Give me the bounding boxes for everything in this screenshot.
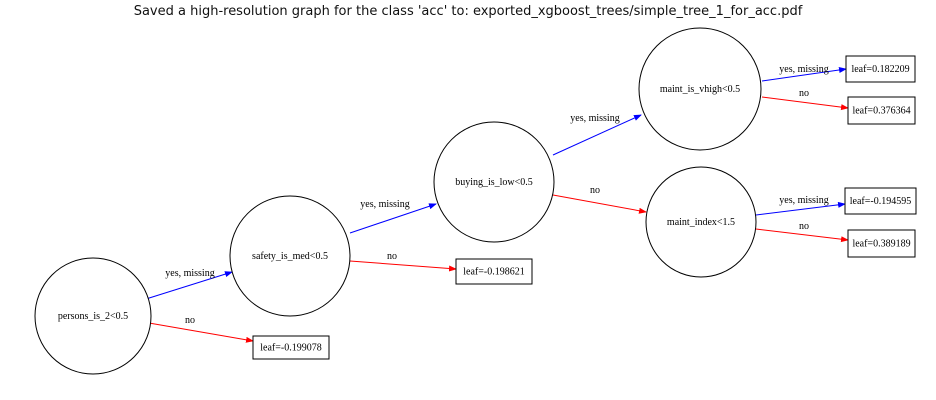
leaf-label: leaf=-0.198621 <box>463 267 524 278</box>
split-node-persons <box>34 257 152 375</box>
leaf-label: leaf=0.389189 <box>852 239 910 250</box>
split-node-safety <box>229 195 351 317</box>
figure-title: Saved a high-resolution graph for the cl… <box>133 4 803 19</box>
split-node-label: persons_is_2<0.5 <box>58 311 128 322</box>
leaf-box-leaf2 <box>455 258 533 285</box>
split-node-label: safety_is_med<0.5 <box>252 251 328 262</box>
edge-label-yes: yes, missing <box>779 64 828 75</box>
edge-yes-safety-to-buying <box>349 203 437 234</box>
edge-yes-maint_index-to-leaf5 <box>755 201 846 216</box>
edge-label-yes: yes, missing <box>165 268 214 279</box>
edge-label-yes: yes, missing <box>779 195 828 206</box>
split-node-label: maint_is_vhigh<0.5 <box>660 84 740 95</box>
leaf-label: leaf=-0.199078 <box>260 343 321 354</box>
split-node-buying <box>433 121 555 243</box>
edge-no-maint_vhigh-to-leaf4 <box>761 96 849 111</box>
edge-yes-persons-to-safety <box>145 271 233 300</box>
split-node-maint-vhigh <box>638 27 762 151</box>
edges-layer: yes, missing no yes, missing no yes, missing… <box>145 64 849 343</box>
nodes-layer: persons_is_2<0.5 safety_is_med<0.5 buying_… <box>34 27 917 375</box>
edge-no-buying-to-maint_index <box>552 194 647 214</box>
edge-label-yes: yes, missing <box>360 199 409 210</box>
split-node-label: maint_index<1.5 <box>667 217 735 228</box>
split-node-maint-index <box>645 166 757 278</box>
leaf-label: leaf=0.182209 <box>851 64 909 75</box>
edge-yes-maint_vhigh-to-leaf3 <box>761 67 847 82</box>
edge-yes-buying-to-maint_vhigh <box>552 114 642 156</box>
leaf-box-leaf4 <box>847 96 916 125</box>
leaf-label: leaf=-0.194595 <box>850 196 911 207</box>
edge-label-no: no <box>387 251 397 262</box>
leaf-box-leaf1 <box>252 335 330 360</box>
edge-no-safety-to-leaf2 <box>349 260 457 272</box>
edge-label-no: no <box>799 88 809 99</box>
leaf-box-leaf3 <box>845 55 916 83</box>
edge-label-no: no <box>799 221 809 232</box>
leaf-label: leaf=0.376364 <box>852 106 910 117</box>
leaf-box-leaf5 <box>844 187 917 215</box>
edge-label-yes: yes, missing <box>570 113 619 124</box>
leaf-box-leaf6 <box>847 229 916 258</box>
edge-no-maint_index-to-leaf6 <box>755 228 849 243</box>
edge-label-no: no <box>185 315 195 326</box>
split-node-label: buying_is_low<0.5 <box>455 177 533 188</box>
edge-no-persons-to-leaf1 <box>148 322 254 343</box>
edge-label-no: no <box>590 185 600 196</box>
